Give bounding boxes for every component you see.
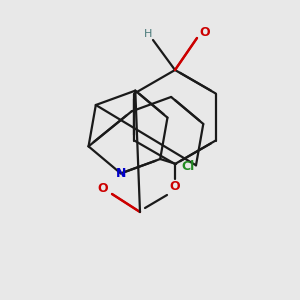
Text: H: H xyxy=(144,29,152,39)
Text: O: O xyxy=(200,26,210,38)
Text: O: O xyxy=(170,181,180,194)
Text: O: O xyxy=(98,182,108,194)
Text: N: N xyxy=(116,167,126,180)
Text: Cl: Cl xyxy=(182,160,195,173)
